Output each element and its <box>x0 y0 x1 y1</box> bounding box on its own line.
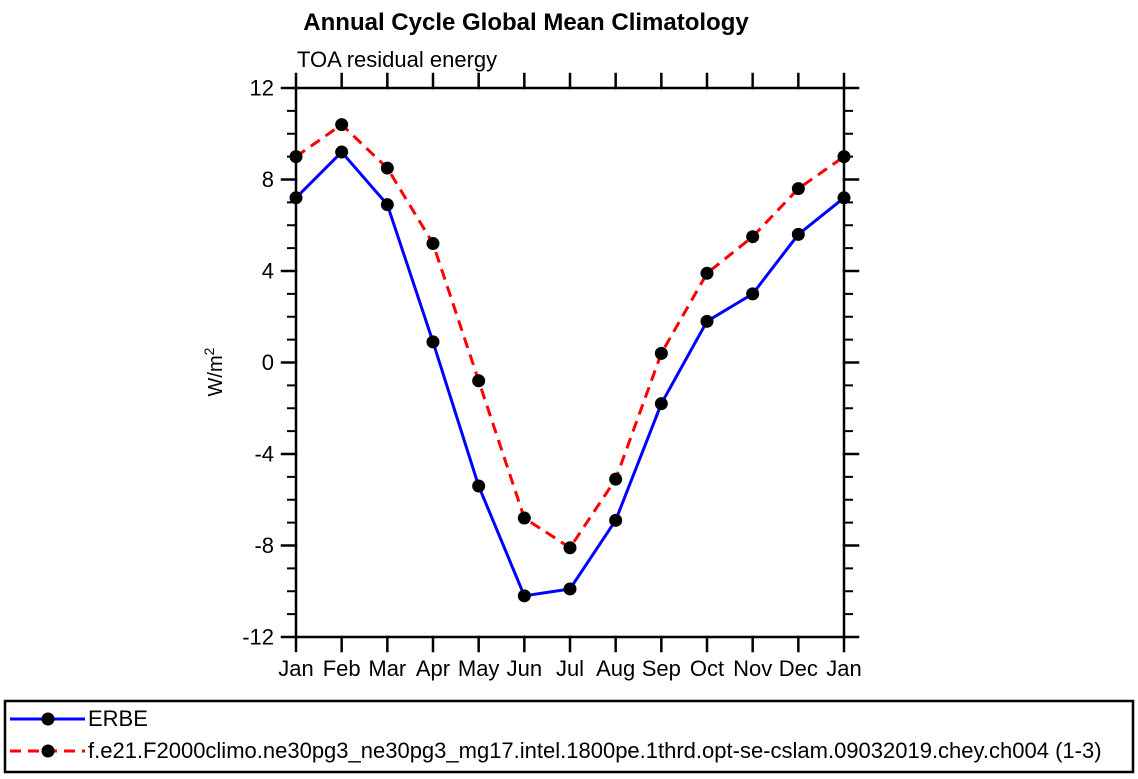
x-tick-label: Aug <box>596 656 635 681</box>
x-tick-label: Sep <box>642 656 681 681</box>
series-marker-1 <box>700 266 714 280</box>
series-marker-1 <box>472 374 486 388</box>
series-line-0 <box>294 150 845 598</box>
series-marker-1 <box>289 150 303 164</box>
x-tick-label: Jun <box>507 656 542 681</box>
series-marker-1 <box>791 182 805 196</box>
y-tick-label: -8 <box>254 533 274 558</box>
series-marker-0 <box>380 198 394 212</box>
series-marker-1 <box>746 230 760 244</box>
x-tick-label: Mar <box>368 656 406 681</box>
legend-label-model: f.e21.F2000climo.ne30pg3_ne30pg3_mg17.in… <box>88 738 1102 763</box>
series-marker-0 <box>517 589 531 603</box>
y-tick-label: 0 <box>262 350 274 375</box>
y-axis-title: W/m2 <box>201 347 227 396</box>
series-marker-1 <box>517 511 531 525</box>
chart-title: Annual Cycle Global Mean Climatology <box>303 9 749 36</box>
legend-border <box>3 699 1135 774</box>
y-tick-label: 12 <box>250 76 274 101</box>
series-marker-0 <box>654 397 668 411</box>
x-tick-label: Feb <box>323 656 361 681</box>
series-marker-0 <box>791 227 805 241</box>
series-marker-0 <box>563 582 577 596</box>
legend-label-erbe: ERBE <box>88 706 148 731</box>
legend: ERBE f.e21.F2000climo.ne30pg3_ne30pg3_mg… <box>3 699 1135 774</box>
series-marker-1 <box>380 161 394 175</box>
legend-marker-erbe <box>41 712 55 726</box>
series-marker-0 <box>289 191 303 205</box>
y-tick-label: -4 <box>254 442 274 467</box>
series-marker-0 <box>746 287 760 301</box>
legend-entry-model: f.e21.F2000climo.ne30pg3_ne30pg3_mg17.in… <box>10 738 1102 763</box>
series-marker-1 <box>609 472 623 486</box>
series-marker-1 <box>654 346 668 360</box>
x-tick-label: Oct <box>690 656 724 681</box>
plot-area: -12 -8 -4 0 4 8 12 Jan Feb Mar Apr May Jun Jul Aug Sep O… <box>201 72 862 681</box>
series-marker-1 <box>335 118 349 132</box>
y-tick-label: 8 <box>262 167 274 192</box>
series-marker-0 <box>700 314 714 328</box>
x-tick-label: May <box>458 656 500 681</box>
y-tick-label: 4 <box>262 259 274 284</box>
x-tick-label: Nov <box>733 656 772 681</box>
chart-subtitle: TOA residual energy <box>297 47 497 72</box>
series-marker-1 <box>563 541 577 555</box>
x-tick-label: Dec <box>779 656 818 681</box>
x-tick-label: Jul <box>556 656 584 681</box>
series-marker-0 <box>335 145 349 159</box>
legend-entry-erbe: ERBE <box>10 706 148 731</box>
series-marker-0 <box>472 479 486 493</box>
x-tick-label: Apr <box>416 656 450 681</box>
series-marker-1 <box>837 150 851 164</box>
series-marker-0 <box>426 335 440 349</box>
series-marker-0 <box>609 513 623 527</box>
y-tick-label: -12 <box>242 625 274 650</box>
x-tick-label: Jan <box>826 656 861 681</box>
legend-marker-model <box>41 744 55 758</box>
series-line-1 <box>295 123 845 550</box>
x-tick-label: Jan <box>278 656 313 681</box>
series-marker-1 <box>426 237 440 251</box>
series-marker-0 <box>837 191 851 205</box>
